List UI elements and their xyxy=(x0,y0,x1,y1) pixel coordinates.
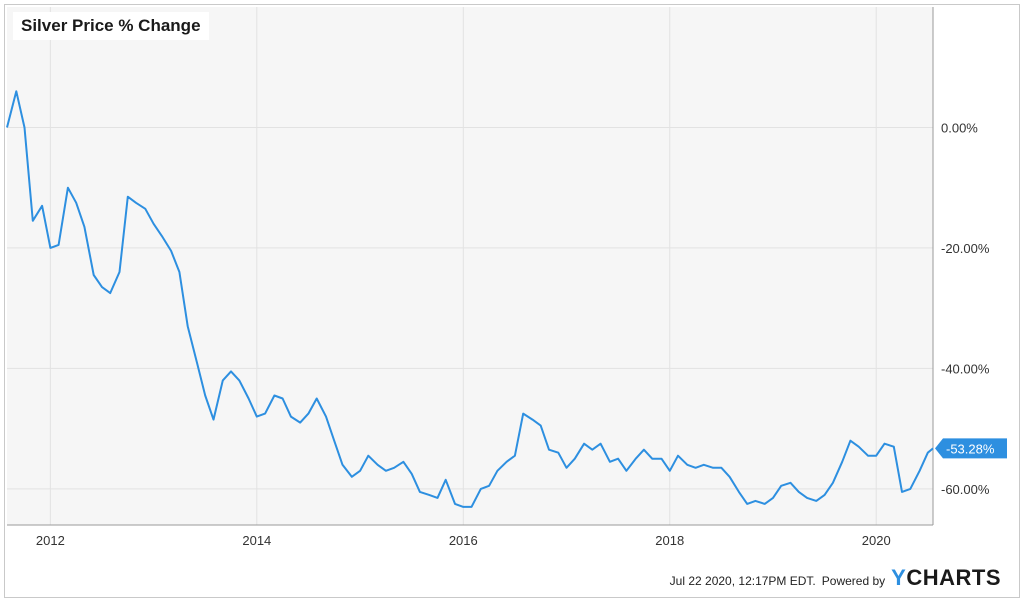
footer: Jul 22 2020, 12:17PM EDT. Powered by YCH… xyxy=(670,565,1001,591)
y-tick-label: -40.00% xyxy=(941,361,990,376)
last-value-badge xyxy=(935,438,1007,459)
brand-rest: CHARTS xyxy=(906,565,1001,590)
silver-price-chart: 0.00% -20.00% -40.00% -60.00% 2012 2014 2016 20… xyxy=(6,7,1007,548)
chart-title: Silver Price % Change xyxy=(13,12,209,40)
powered-by-text: Powered by xyxy=(821,574,886,588)
brand-first: Y xyxy=(891,565,907,590)
plot-background xyxy=(7,7,933,525)
x-tick-label: 2020 xyxy=(862,533,891,548)
x-tick-label: 2018 xyxy=(655,533,684,548)
chart-frame: 0.00% -20.00% -40.00% -60.00% 2012 2014 2016 20… xyxy=(4,4,1020,598)
y-tick-label: -60.00% xyxy=(941,482,990,497)
timestamp: Jul 22 2020, 12:17PM EDT. xyxy=(669,574,816,588)
y-tick-label: 0.00% xyxy=(941,120,978,135)
y-tick-label: -20.00% xyxy=(941,241,990,256)
ycharts-logo[interactable]: YCHARTS xyxy=(891,565,1001,591)
x-tick-label: 2016 xyxy=(449,533,478,548)
x-tick-label: 2014 xyxy=(242,533,271,548)
series-line xyxy=(6,90,934,508)
x-tick-label: 2012 xyxy=(36,533,65,548)
last-value-label: -53.28% xyxy=(946,441,995,456)
